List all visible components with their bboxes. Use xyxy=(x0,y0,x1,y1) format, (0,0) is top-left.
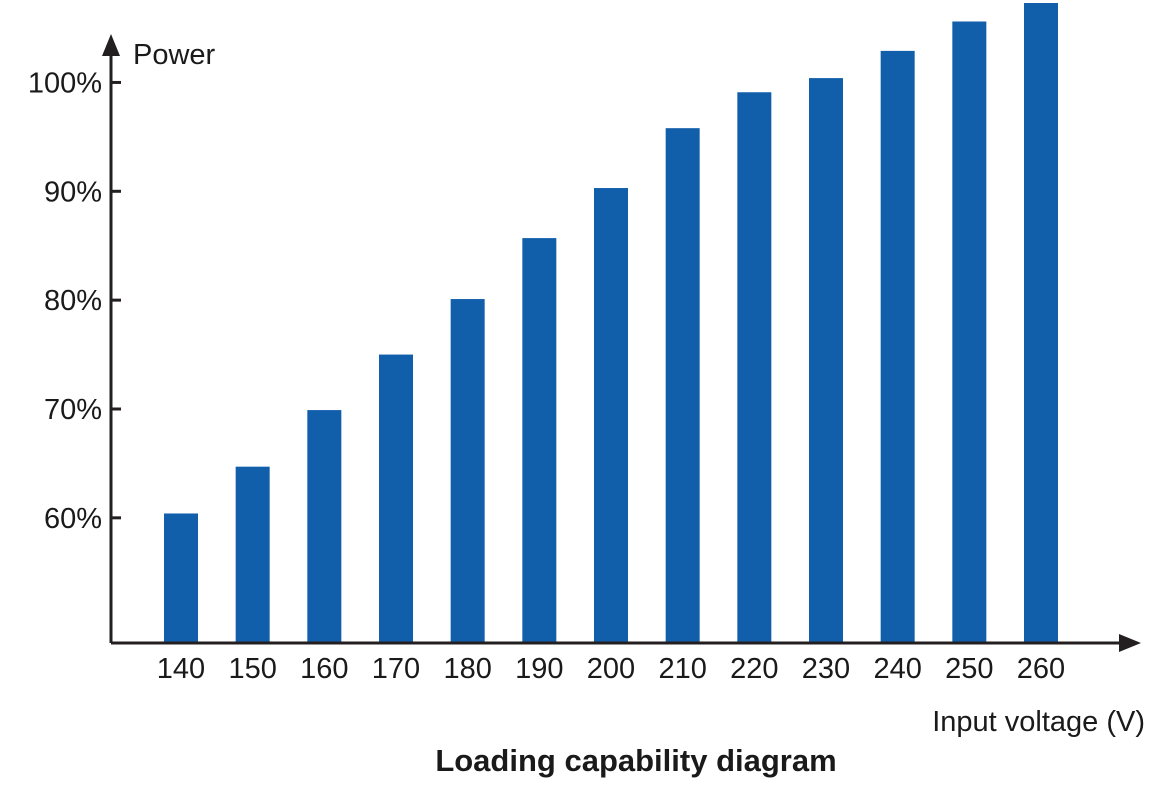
y-tick-label: 80% xyxy=(44,285,102,317)
bar-160 xyxy=(307,410,342,643)
y-ticks-group: 60% 70% 80% 90% 100% xyxy=(28,67,121,535)
y-tick-label: 70% xyxy=(44,394,102,426)
x-ticks-group: 140 150 160 170 180 190 200 210 220 230 240 250 260 xyxy=(157,653,1065,685)
bar-170 xyxy=(379,354,413,643)
bar-250 xyxy=(952,21,987,643)
x-axis-label: Input voltage (V) xyxy=(932,706,1145,738)
x-tick-label: 200 xyxy=(587,653,635,685)
x-tick-label: 220 xyxy=(730,653,778,685)
y-tick-label: 60% xyxy=(44,503,102,535)
x-tick-label: 260 xyxy=(1017,653,1065,685)
bar-240 xyxy=(880,50,915,643)
x-tick-label: 240 xyxy=(873,653,921,685)
y-axis-arrow xyxy=(102,34,120,56)
x-tick-label: 150 xyxy=(228,653,276,685)
axes-group xyxy=(102,34,1141,652)
x-tick-label: 140 xyxy=(157,653,205,685)
bar-230 xyxy=(809,78,843,643)
x-tick-label: 160 xyxy=(300,653,348,685)
x-tick-label: 210 xyxy=(658,653,706,685)
x-tick-label: 170 xyxy=(372,653,420,685)
x-tick-label: 250 xyxy=(945,653,993,685)
bars-group xyxy=(164,3,1058,644)
bar-180 xyxy=(450,299,485,643)
x-tick-label: 190 xyxy=(515,653,563,685)
bar-220 xyxy=(737,92,772,643)
bar-150 xyxy=(235,466,270,643)
bar-190 xyxy=(522,238,557,643)
bar-140 xyxy=(164,513,198,643)
x-tick-label: 180 xyxy=(443,653,491,685)
bar-210 xyxy=(665,128,700,644)
chart-title: Loading capability diagram xyxy=(435,743,836,778)
x-tick-label: 230 xyxy=(802,653,850,685)
y-tick-label: 100% xyxy=(28,67,102,99)
x-axis-arrow xyxy=(1119,634,1141,652)
bar-260 xyxy=(1024,3,1058,643)
bar-200 xyxy=(594,188,628,644)
y-axis-label: Power xyxy=(133,39,216,71)
y-tick-label: 90% xyxy=(44,176,102,208)
